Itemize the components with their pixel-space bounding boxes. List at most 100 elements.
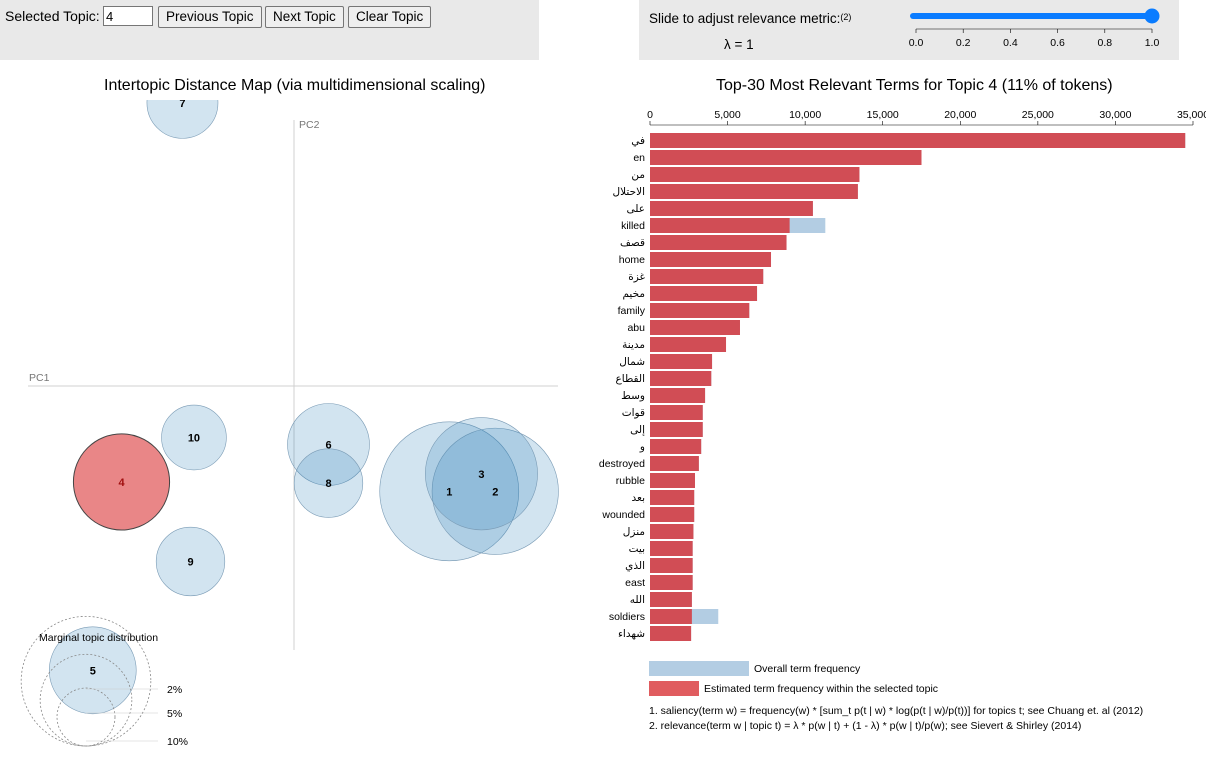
term-label[interactable]: شمال [619,356,645,368]
term-label[interactable]: بعد [632,492,646,504]
bar-topic[interactable] [650,507,695,522]
bar-topic[interactable] [650,167,860,182]
selected-topic-input[interactable] [103,6,153,26]
topic-label-5[interactable]: 5 [90,665,96,677]
bar-topic[interactable] [650,592,692,607]
topic-circle-7[interactable] [146,100,219,139]
term-label[interactable]: en [633,152,645,164]
bar-topic[interactable] [650,252,772,267]
term-label[interactable]: الاحتلال [613,186,645,198]
term-label[interactable]: abu [627,322,645,334]
bar-topic[interactable] [650,150,922,165]
topic-label-10[interactable]: 10 [188,432,200,444]
bar-topic[interactable] [650,286,758,301]
slider-track[interactable] [910,13,1152,19]
term-label[interactable]: إلى [630,424,645,436]
term-label[interactable]: soldiers [609,611,645,623]
term-label[interactable]: مخيم [622,288,645,300]
bar-topic[interactable] [650,201,813,216]
term-label[interactable]: من [631,169,645,181]
relevance-slider[interactable]: 0.0 0.2 0.4 0.6 0.8 1.0 [900,0,1179,58]
legend-overall-swatch [649,661,749,676]
topic-label-2[interactable]: 2 [492,486,498,498]
x-tick-label: 30,000 [1099,109,1131,121]
topic-circle-8[interactable] [293,448,364,518]
term-label[interactable]: شهداء [618,628,645,640]
term-label[interactable]: في [631,135,645,147]
bar-topic[interactable] [650,626,692,641]
term-label[interactable]: east [625,577,645,589]
bar-topic[interactable] [650,337,727,352]
bar-topic[interactable] [650,575,693,590]
clear-topic-button[interactable]: Clear Topic [348,6,432,28]
bar-topic[interactable] [650,524,694,539]
term-label[interactable]: وسط [621,390,645,402]
bar-topic[interactable] [650,473,695,488]
bar-topic[interactable] [650,303,750,318]
topic-label-3[interactable]: 3 [478,469,484,481]
topic-label-6[interactable]: 6 [325,440,331,452]
term-labels: في en من الاحتلال على killed قصف home غزة مخيم fam… [599,135,646,640]
bar-topic[interactable] [650,609,692,624]
topic-circle-3[interactable] [425,417,538,531]
topic-label-4[interactable]: 4 [118,477,125,489]
bar-topic[interactable] [650,456,699,471]
bar-topic[interactable] [650,558,693,573]
term-label[interactable]: قصف [620,237,645,249]
bar-topic[interactable] [650,354,713,369]
term-label[interactable]: غزة [628,271,645,283]
bar-topic[interactable] [650,490,695,505]
bar-topic[interactable] [650,541,693,556]
topic-circle-4[interactable] [72,433,171,531]
topic-label-7[interactable]: 7 [179,100,185,110]
term-label[interactable]: family [618,305,646,317]
bar-topic[interactable] [650,422,703,437]
terms-chart-title: Top-30 Most Relevant Terms for Topic 4 (… [716,77,1113,94]
topic-label-9[interactable]: 9 [187,557,193,569]
term-label[interactable]: killed [621,220,645,232]
term-label[interactable]: الله [630,594,645,606]
topic-circle-2[interactable] [431,427,559,555]
term-label[interactable]: منزل [623,526,645,538]
bar-legend: Overall term frequency Estimated term fre… [649,661,938,696]
topic-label-1[interactable]: 1 [446,486,452,498]
bar-topic[interactable] [650,320,740,335]
topic-circle-10[interactable] [161,404,227,471]
bar-topic[interactable] [650,184,858,199]
legend-overall-label: Overall term frequency [754,663,861,675]
term-label[interactable]: بيت [629,543,645,555]
term-label[interactable]: مدينة [622,339,645,351]
topic-label-8[interactable]: 8 [325,478,331,490]
term-label[interactable]: home [619,254,645,266]
term-label[interactable]: القطاع [615,373,645,385]
x-tick-label: 25,000 [1022,109,1054,121]
intertopic-map-title: Intertopic Distance Map (via multidimens… [104,77,486,94]
term-label[interactable]: و [639,441,645,453]
term-label[interactable]: على [627,203,646,215]
bar-series [650,133,1186,641]
term-label[interactable]: الذي [625,560,645,572]
bar-topic[interactable] [650,439,702,454]
bar-topic[interactable] [650,235,787,250]
term-label[interactable]: destroyed [599,458,645,470]
marginal-label: 5% [167,708,182,720]
topic-circle-9[interactable] [155,526,226,597]
x-tick-label: 15,000 [867,109,899,121]
topic-circle-1[interactable] [379,421,520,562]
next-topic-button[interactable]: Next Topic [265,6,344,28]
term-label[interactable]: rubble [616,475,645,487]
term-label[interactable]: wounded [601,509,645,521]
bar-topic[interactable] [650,133,1186,148]
bar-topic[interactable] [650,405,703,420]
bar-topic[interactable] [650,371,712,386]
topic-circle-6[interactable] [287,403,370,486]
term-label[interactable]: قوات [622,407,645,419]
previous-topic-button[interactable]: Previous Topic [158,6,262,28]
slider-thumb[interactable] [1144,8,1160,24]
slider-tick-label: 0.0 [909,37,924,49]
bar-topic[interactable] [650,218,790,233]
marginal-circle [39,653,133,747]
bar-topic[interactable] [650,388,706,403]
bar-topic[interactable] [650,269,764,284]
